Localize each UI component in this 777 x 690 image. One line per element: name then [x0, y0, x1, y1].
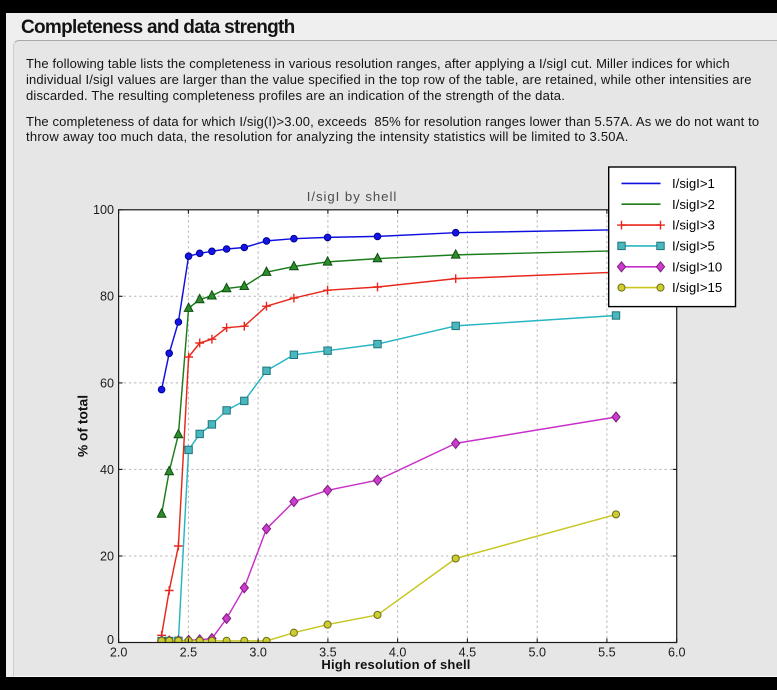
svg-text:4.5: 4.5: [459, 646, 477, 660]
svg-text:High resolution of shell: High resolution of shell: [321, 657, 470, 672]
svg-text:60: 60: [100, 376, 114, 390]
svg-text:I/sigI>1: I/sigI>1: [672, 176, 715, 191]
svg-text:I/sigI>2: I/sigI>2: [672, 197, 715, 212]
svg-text:4.0: 4.0: [389, 646, 407, 660]
svg-text:3.0: 3.0: [249, 646, 267, 660]
svg-text:5.0: 5.0: [528, 646, 546, 660]
svg-text:20: 20: [100, 549, 114, 563]
svg-text:0: 0: [107, 633, 114, 647]
svg-text:40: 40: [100, 463, 114, 477]
svg-text:% of total: % of total: [76, 395, 91, 457]
svg-text:5.5: 5.5: [598, 646, 616, 660]
svg-text:2.0: 2.0: [110, 646, 128, 660]
svg-text:I/sigI>3: I/sigI>3: [672, 218, 715, 233]
svg-text:I/sigI>15: I/sigI>15: [672, 280, 722, 295]
svg-text:I/sigI by shell: I/sigI by shell: [307, 189, 397, 204]
svg-text:6.0: 6.0: [668, 646, 686, 660]
svg-text:I/sigI>5: I/sigI>5: [672, 239, 715, 254]
svg-text:I/sigI>10: I/sigI>10: [672, 259, 722, 274]
svg-text:100: 100: [93, 203, 114, 217]
svg-text:3.5: 3.5: [319, 646, 337, 660]
svg-text:2.5: 2.5: [180, 646, 198, 660]
svg-text:80: 80: [100, 290, 114, 304]
